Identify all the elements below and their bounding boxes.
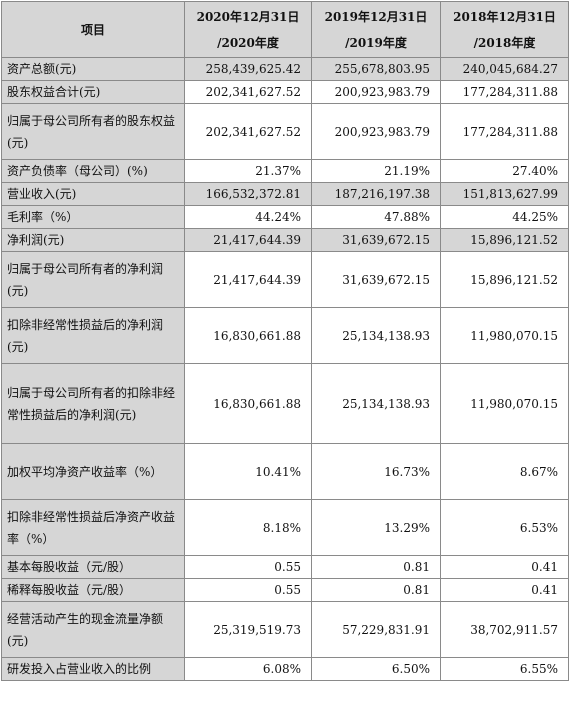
header-2018-date: 2018年12月31日 <box>453 9 556 24</box>
value-2019: 13.29% <box>311 499 441 556</box>
value-2020: 166,532,372.81 <box>184 182 312 206</box>
value-2018: 11,980,070.15 <box>440 307 569 364</box>
value-2019: 25,134,138.93 <box>311 363 441 444</box>
table-row: 归属于母公司所有者的扣除非经常性损益后的净利润(元) 16,830,661.88… <box>1 363 569 444</box>
value-2020: 25,319,519.73 <box>184 601 312 658</box>
row-label: 扣除非经常性损益后的净利润(元) <box>1 307 185 364</box>
row-label: 归属于母公司所有者的扣除非经常性损益后的净利润(元) <box>1 363 185 444</box>
table-row: 稀释每股收益（元/股） 0.55 0.81 0.41 <box>1 578 569 602</box>
header-row: 项目 2020年12月31日 /2020年度 2019年12月31日 /2019… <box>1 1 569 58</box>
header-2019-date: 2019年12月31日 <box>324 9 428 24</box>
row-label: 资产总额(元) <box>1 57 185 81</box>
row-label: 经营活动产生的现金流量净额(元) <box>1 601 185 658</box>
header-2020: 2020年12月31日 /2020年度 <box>184 1 312 58</box>
value-2018: 27.40% <box>440 159 569 183</box>
row-label: 基本每股收益（元/股） <box>1 555 185 579</box>
row-label: 归属于母公司所有者的股东权益(元) <box>1 103 185 160</box>
value-2019: 0.81 <box>311 578 441 602</box>
value-2019: 0.81 <box>311 555 441 579</box>
value-2019: 6.50% <box>311 657 441 681</box>
value-2018: 11,980,070.15 <box>440 363 569 444</box>
value-2019: 57,229,831.91 <box>311 601 441 658</box>
row-label: 稀释每股收益（元/股） <box>1 578 185 602</box>
value-2019: 200,923,983.79 <box>311 80 441 104</box>
value-2018: 177,284,311.88 <box>440 80 569 104</box>
value-2020: 10.41% <box>184 443 312 500</box>
value-2020: 258,439,625.42 <box>184 57 312 81</box>
value-2019: 200,923,983.79 <box>311 103 441 160</box>
value-2019: 47.88% <box>311 205 441 229</box>
value-2018: 6.53% <box>440 499 569 556</box>
value-2018: 15,896,121.52 <box>440 228 569 252</box>
row-label: 加权平均净资产收益率（%） <box>1 443 185 500</box>
table-row: 归属于母公司所有者的股东权益(元) 202,341,627.52 200,923… <box>1 103 569 160</box>
value-2018: 8.67% <box>440 443 569 500</box>
value-2020: 21,417,644.39 <box>184 228 312 252</box>
header-item: 项目 <box>1 1 185 58</box>
table-row: 毛利率（%） 44.24% 47.88% 44.25% <box>1 205 569 229</box>
header-2019-year: /2019年度 <box>345 35 407 50</box>
value-2018: 15,896,121.52 <box>440 251 569 308</box>
value-2020: 202,341,627.52 <box>184 103 312 160</box>
row-label: 扣除非经常性损益后净资产收益率（%） <box>1 499 185 556</box>
value-2020: 16,830,661.88 <box>184 307 312 364</box>
table-row: 扣除非经常性损益后的净利润(元) 16,830,661.88 25,134,13… <box>1 307 569 364</box>
header-2019: 2019年12月31日 /2019年度 <box>311 1 441 58</box>
value-2018: 0.41 <box>440 555 569 579</box>
value-2019: 187,216,197.38 <box>311 182 441 206</box>
header-2018-year: /2018年度 <box>473 35 536 50</box>
table-row: 营业收入(元) 166,532,372.81 187,216,197.38 15… <box>1 182 569 206</box>
value-2019: 21.19% <box>311 159 441 183</box>
row-label: 资产负债率（母公司）(%) <box>1 159 185 183</box>
table-row: 净利润(元) 21,417,644.39 31,639,672.15 15,89… <box>1 228 569 252</box>
table-row: 基本每股收益（元/股） 0.55 0.81 0.41 <box>1 555 569 579</box>
value-2019: 31,639,672.15 <box>311 251 441 308</box>
value-2020: 6.08% <box>184 657 312 681</box>
header-2018: 2018年12月31日 /2018年度 <box>440 1 569 58</box>
value-2018: 38,702,911.57 <box>440 601 569 658</box>
table-row: 经营活动产生的现金流量净额(元) 25,319,519.73 57,229,83… <box>1 601 569 658</box>
header-2020-date: 2020年12月31日 <box>196 9 300 24</box>
value-2020: 202,341,627.52 <box>184 80 312 104</box>
row-label: 营业收入(元) <box>1 182 185 206</box>
row-label: 毛利率（%） <box>1 205 185 229</box>
table-row: 研发投入占营业收入的比例 6.08% 6.50% 6.55% <box>1 657 569 681</box>
table-row: 资产总额(元) 258,439,625.42 255,678,803.95 24… <box>1 57 569 81</box>
value-2019: 31,639,672.15 <box>311 228 441 252</box>
value-2020: 21,417,644.39 <box>184 251 312 308</box>
row-label: 股东权益合计(元) <box>1 80 185 104</box>
value-2020: 0.55 <box>184 555 312 579</box>
financial-summary-table: 项目 2020年12月31日 /2020年度 2019年12月31日 /2019… <box>1 1 569 681</box>
table-row: 加权平均净资产收益率（%） 10.41% 16.73% 8.67% <box>1 443 569 500</box>
value-2020: 44.24% <box>184 205 312 229</box>
value-2018: 151,813,627.99 <box>440 182 569 206</box>
value-2018: 0.41 <box>440 578 569 602</box>
value-2018: 44.25% <box>440 205 569 229</box>
value-2020: 0.55 <box>184 578 312 602</box>
table-row: 扣除非经常性损益后净资产收益率（%） 8.18% 13.29% 6.53% <box>1 499 569 556</box>
value-2020: 8.18% <box>184 499 312 556</box>
value-2019: 25,134,138.93 <box>311 307 441 364</box>
value-2020: 16,830,661.88 <box>184 363 312 444</box>
row-label: 研发投入占营业收入的比例 <box>1 657 185 681</box>
table-row: 股东权益合计(元) 202,341,627.52 200,923,983.79 … <box>1 80 569 104</box>
header-2020-year: /2020年度 <box>217 35 279 50</box>
row-label: 归属于母公司所有者的净利润(元) <box>1 251 185 308</box>
value-2018: 6.55% <box>440 657 569 681</box>
table-row: 归属于母公司所有者的净利润(元) 21,417,644.39 31,639,67… <box>1 251 569 308</box>
row-label: 净利润(元) <box>1 228 185 252</box>
value-2018: 177,284,311.88 <box>440 103 569 160</box>
value-2020: 21.37% <box>184 159 312 183</box>
value-2019: 16.73% <box>311 443 441 500</box>
value-2019: 255,678,803.95 <box>311 57 441 81</box>
table-row: 资产负债率（母公司）(%) 21.37% 21.19% 27.40% <box>1 159 569 183</box>
value-2018: 240,045,684.27 <box>440 57 569 81</box>
